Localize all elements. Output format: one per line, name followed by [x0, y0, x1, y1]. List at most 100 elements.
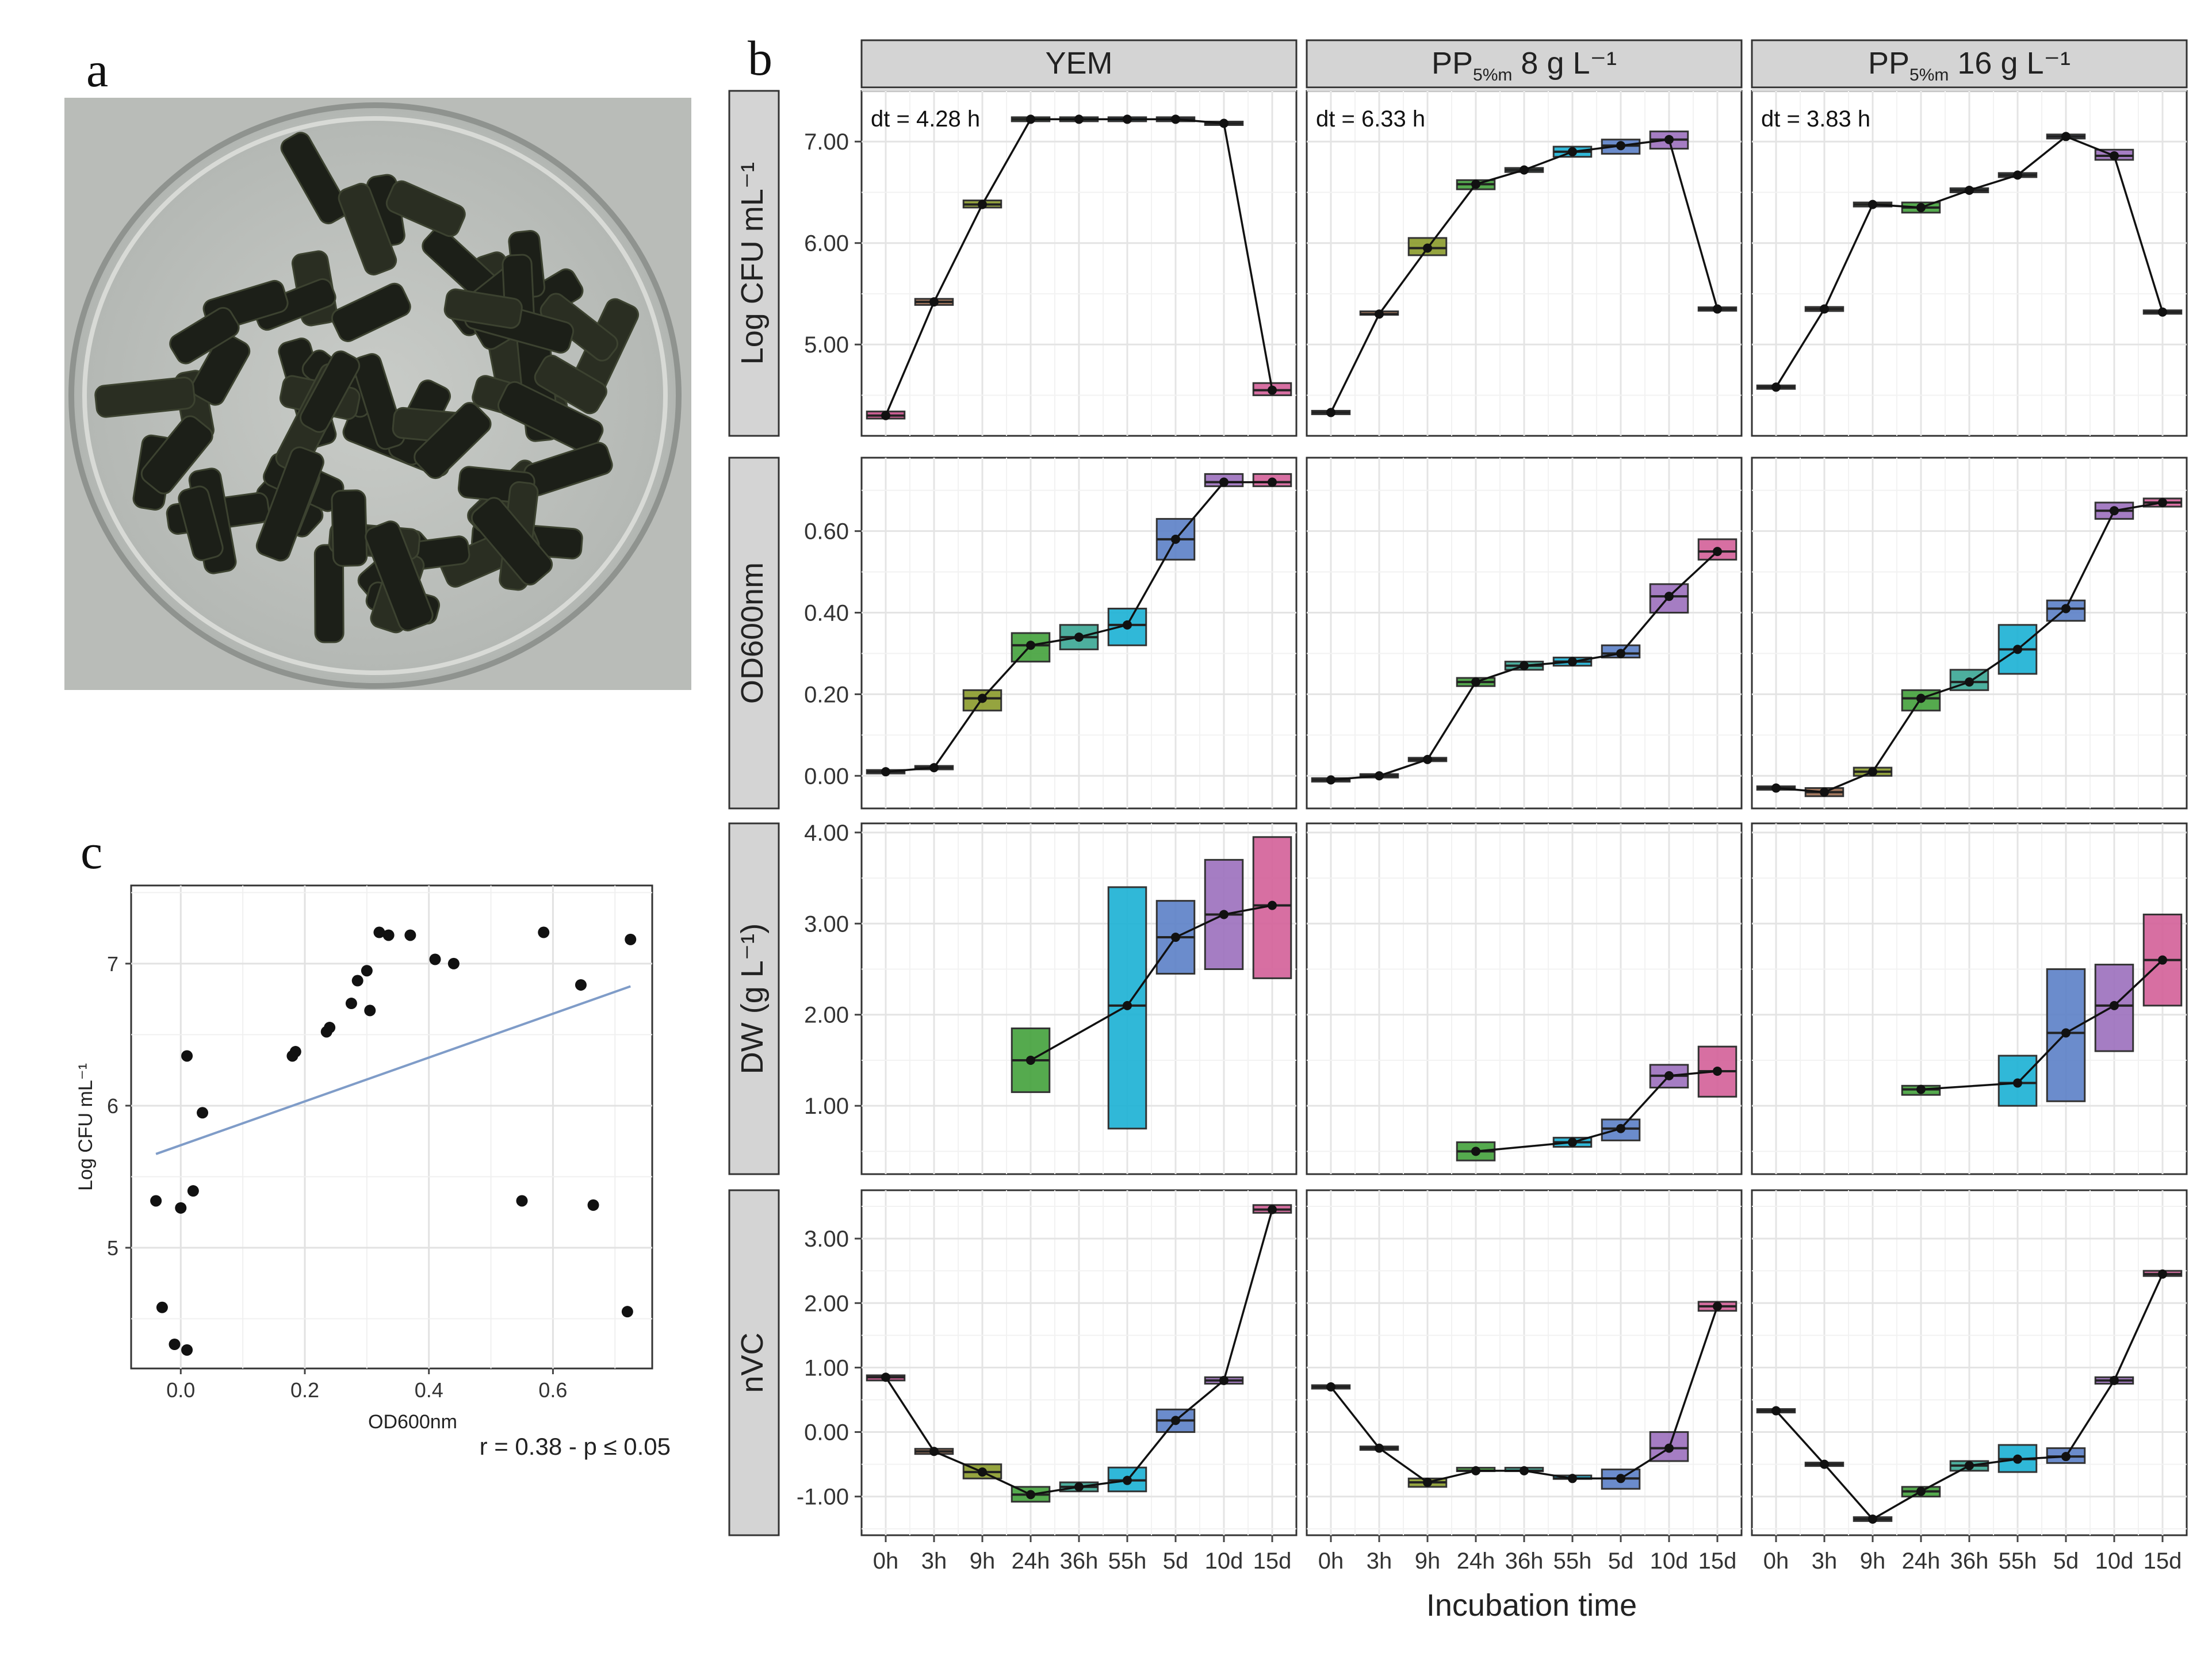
median-point-0h — [1326, 775, 1335, 785]
median-point-9h — [1423, 754, 1432, 764]
facet-strip-row-label: DW (g L⁻¹) — [735, 923, 770, 1075]
x-tick-label: 15d — [2144, 1548, 2182, 1574]
scatter-background — [130, 884, 653, 1370]
median-point-15d — [2158, 307, 2167, 317]
y-tick-label: 2.00 — [804, 1003, 849, 1028]
median-point-9h — [1868, 767, 1877, 777]
median-point-9h — [1423, 1478, 1432, 1488]
facet-panel: dt = 4.28 h — [860, 90, 1298, 437]
doubling-time-label: dt = 3.83 h — [1761, 106, 1870, 132]
y-tick-label: 7.00 — [804, 129, 849, 155]
median-point-0h — [1326, 408, 1335, 417]
scatter-y-axis-label: Log CFU mL⁻¹ — [75, 1063, 97, 1191]
x-tick-label: 9h — [1860, 1548, 1886, 1574]
median-point-36h — [1520, 1466, 1529, 1475]
x-tick-label: 36h — [1505, 1548, 1544, 1574]
scatter-x-tick-label: 0.2 — [290, 1378, 319, 1402]
median-point-3h — [1820, 1459, 1829, 1469]
y-tick-label: 0.40 — [804, 601, 849, 626]
pellet — [470, 497, 553, 586]
scatter-point — [382, 929, 395, 941]
y-tick-label: 5.00 — [804, 332, 849, 358]
x-tick-label: 55h — [1553, 1548, 1592, 1574]
median-point-10d — [2110, 506, 2119, 516]
facet-strip-label: PP5%m 8 g L⁻¹ — [1432, 46, 1617, 85]
scatter-y-tick-label: 5 — [107, 1236, 118, 1260]
median-point-36h — [1965, 1460, 1974, 1470]
median-point-15d — [1713, 1301, 1722, 1311]
facet-panel: 0h 3h 9h 24h 36h 55h 5d 10d 15d — [1751, 1189, 2188, 1574]
x-tick-label: 5d — [1163, 1548, 1189, 1574]
median-point-24h — [1916, 1486, 1926, 1496]
doubling-time-label: dt = 6.33 h — [1316, 106, 1425, 132]
median-point-10d — [2110, 1375, 2119, 1385]
doubling-time-label: dt = 4.28 h — [871, 106, 980, 132]
pellet — [497, 381, 604, 455]
median-point-10d — [1219, 118, 1229, 128]
panel-label-b: b — [748, 30, 772, 86]
pellet — [169, 306, 240, 365]
y-tick-label: 3.00 — [804, 1226, 849, 1252]
median-point-5d — [1616, 1474, 1625, 1483]
median-point-0h — [1771, 783, 1781, 793]
median-point-10d — [1219, 910, 1229, 919]
median-point-3h — [1375, 309, 1384, 319]
facet-panel: 0h 3h 9h 24h 36h 55h 5d 10d 15d — [860, 1189, 1298, 1574]
median-point-9h — [1423, 243, 1432, 253]
pellet — [331, 282, 411, 342]
x-tick-label: 10d — [1650, 1548, 1689, 1574]
median-point-15d — [1268, 477, 1277, 487]
scatter-point — [169, 1339, 181, 1350]
x-tick-label: 15d — [1253, 1548, 1292, 1574]
scatter-point — [187, 1185, 199, 1197]
scatter-point — [429, 953, 441, 965]
facet-strip-label: PP5%m 16 g L⁻¹ — [1868, 46, 2071, 85]
pellet — [280, 132, 349, 225]
facet-strip-row-label: Log CFU mL⁻¹ — [735, 162, 770, 365]
median-point-36h — [1520, 165, 1529, 175]
median-point-36h — [1074, 1482, 1084, 1492]
median-point-9h — [978, 693, 987, 703]
x-tick-label: 5d — [1608, 1548, 1634, 1574]
median-point-5d — [1171, 933, 1180, 942]
facet-panel: 0h 3h 9h 24h 36h 55h 5d 10d 15d — [1306, 1189, 1743, 1574]
median-point-9h — [1868, 1514, 1877, 1524]
y-tick-label: 6.00 — [804, 231, 849, 256]
x-tick-label: 36h — [1060, 1548, 1099, 1574]
median-point-55h — [1123, 620, 1132, 630]
median-point-0h — [881, 411, 890, 420]
x-tick-label: 0h — [1318, 1548, 1344, 1574]
median-point-24h — [1916, 202, 1926, 212]
median-point-5d — [2061, 604, 2071, 614]
median-point-36h — [1074, 114, 1084, 124]
facet-panel — [860, 457, 1298, 810]
scatter-point — [345, 998, 357, 1010]
median-point-3h — [1375, 771, 1384, 781]
median-point-55h — [1123, 1000, 1132, 1010]
scatter-point — [625, 933, 637, 945]
y-tick-label: 1.00 — [804, 1355, 849, 1381]
pellet — [534, 354, 607, 415]
median-point-5d — [1171, 534, 1180, 544]
median-point-3h — [929, 1447, 939, 1456]
median-point-15d — [1268, 900, 1277, 910]
panel-label-c: c — [81, 824, 102, 879]
median-point-55h — [1568, 1474, 1577, 1483]
facet-panel — [1306, 822, 1743, 1175]
median-point-24h — [1026, 1055, 1035, 1065]
median-point-9h — [1868, 200, 1877, 209]
median-point-24h — [1026, 641, 1035, 650]
facet-panel — [1751, 822, 2188, 1175]
median-point-10d — [1219, 477, 1229, 487]
median-point-15d — [2158, 955, 2167, 965]
panel-label-a: a — [86, 42, 108, 97]
y-tick-label: 0.20 — [804, 682, 849, 707]
median-point-5d — [1616, 1124, 1625, 1133]
median-point-5d — [1171, 114, 1180, 124]
x-tick-label: 55h — [1108, 1548, 1147, 1574]
median-point-15d — [1713, 304, 1722, 314]
median-point-36h — [1520, 661, 1529, 670]
median-point-55h — [2013, 1454, 2022, 1464]
scatter-point — [289, 1046, 301, 1058]
